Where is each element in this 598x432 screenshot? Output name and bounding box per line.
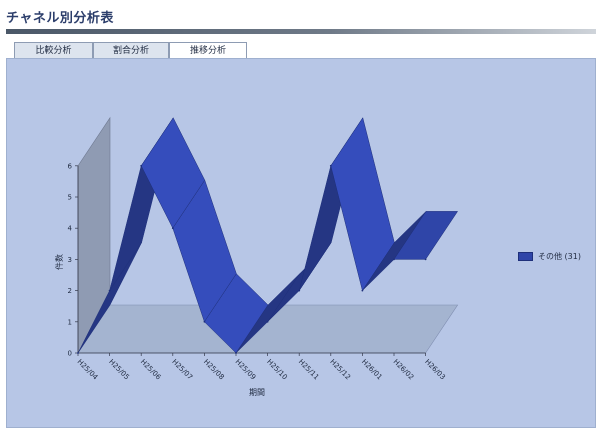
x-tick-label: H26/03 (423, 358, 447, 382)
data-point (77, 352, 79, 354)
chart-3d-back (77, 116, 459, 354)
page-title: チャネル別分析表 (6, 11, 114, 26)
y-tick-label: 0 (68, 350, 72, 358)
data-point (235, 352, 237, 354)
x-tick-label: H25/11 (297, 358, 321, 382)
data-point (298, 289, 301, 292)
legend-label: その他 (31) (538, 252, 581, 261)
x-tick-label: H25/12 (328, 358, 352, 382)
tab-comparison[interactable]: 比較分析 (14, 42, 93, 58)
series-segment (393, 211, 458, 260)
x-axis-title: 期間 (249, 388, 265, 397)
tab-ratio[interactable]: 割合分析 (93, 42, 169, 58)
x-tick-label: H25/07 (170, 358, 194, 382)
y-tick-label: 5 (68, 194, 72, 202)
data-point (203, 320, 206, 323)
x-tick-label: H25/04 (76, 358, 100, 382)
x-tick-label: H25/05 (107, 358, 131, 382)
data-point (329, 164, 332, 167)
data-point (266, 320, 269, 323)
x-tick-label: H26/02 (392, 358, 416, 382)
data-point (361, 289, 364, 292)
y-tick-label: 6 (68, 162, 73, 170)
series-ribbon (77, 117, 458, 354)
data-point (424, 258, 427, 261)
x-tick-label: H25/08 (202, 358, 226, 382)
y-tick-label: 1 (68, 318, 72, 326)
y-tick-label: 3 (68, 256, 72, 264)
x-tick-label: H26/01 (360, 358, 384, 382)
x-tick-label: H25/09 (234, 358, 258, 382)
tab-trend[interactable]: 推移分析 (169, 42, 247, 59)
x-tick-label: H25/10 (265, 358, 289, 382)
y-tick-label: 2 (68, 287, 72, 295)
y-tick-label: 4 (68, 225, 73, 233)
chart-legend: その他 (31) (518, 251, 581, 262)
data-point (393, 258, 395, 261)
legend-swatch (518, 252, 533, 261)
title-divider (6, 29, 596, 34)
data-point (140, 164, 143, 167)
x-tick-label: H25/06 (139, 358, 163, 382)
data-point (108, 289, 111, 292)
data-point (171, 227, 174, 230)
y-axis-title: 件数 (54, 254, 64, 270)
